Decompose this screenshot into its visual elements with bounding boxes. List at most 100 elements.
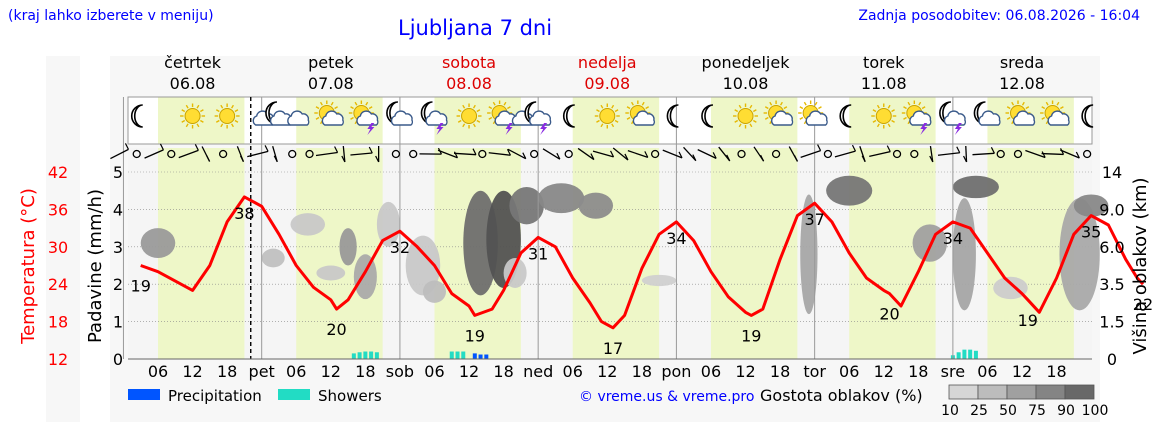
sun-ray	[196, 104, 200, 109]
moon-cloud-icon	[386, 101, 414, 126]
temperature-extreme-label: 34	[943, 229, 963, 248]
cloud-shape	[770, 110, 794, 126]
sun-ray	[1006, 106, 1011, 110]
wind-barb-feather	[264, 145, 269, 152]
precip-bar	[968, 349, 973, 359]
moon-icon	[131, 104, 143, 128]
sun-ray	[368, 106, 373, 110]
sun-icon	[180, 103, 206, 129]
cloud-height-tick-label: 6.0	[1099, 238, 1124, 257]
day-name-label: nedelja	[578, 53, 637, 72]
wind-barb-feather	[861, 155, 866, 163]
sun-ray	[752, 109, 757, 113]
legend-label-precipitation: Precipitation	[168, 387, 262, 405]
sun-disc	[461, 108, 478, 124]
moon-crescent	[1081, 104, 1094, 128]
cloud-blob	[800, 194, 818, 315]
temperature-line	[140, 195, 1145, 330]
wind-calm-icon	[996, 149, 1005, 159]
precip-tick-label: 4	[113, 200, 123, 219]
wind-calm-icon	[167, 149, 176, 159]
cloud-shape	[356, 110, 379, 126]
sun-ray	[507, 106, 511, 110]
sun-storm-icon	[901, 100, 932, 135]
sun-ray	[185, 123, 189, 128]
day-name-label: sreda	[1000, 53, 1044, 72]
wind-barb-feather	[556, 152, 561, 160]
precip-bar	[455, 351, 460, 359]
wind-barb-feather	[375, 155, 380, 163]
precip-bar	[956, 352, 961, 359]
sun-ray	[315, 106, 320, 110]
sun-ray	[749, 123, 753, 128]
precip-bar	[973, 350, 978, 359]
temperature-tick-label: 24	[48, 275, 68, 294]
precip-bar	[351, 353, 356, 359]
sun-ray	[596, 119, 600, 123]
precip-tick-label: 2	[113, 275, 123, 294]
sun-ray	[600, 123, 604, 128]
moon-crescent	[131, 104, 143, 128]
wind-barb-feather	[678, 151, 683, 159]
sun-ray	[645, 106, 650, 110]
sun-ray	[476, 109, 481, 113]
wind-barb-icon	[697, 149, 717, 159]
precip-bar	[369, 351, 374, 359]
sun-ray	[488, 106, 493, 110]
sun-ray	[803, 101, 807, 106]
cloud-blob	[353, 254, 377, 300]
day-date-label: 08.08	[446, 74, 492, 93]
x-day-abbr-label: sob	[386, 362, 414, 381]
wind-barb-icon	[542, 148, 561, 160]
cloud-blob	[641, 274, 677, 287]
cloud-sun-icon	[798, 100, 828, 126]
wind-barb-icon	[488, 152, 511, 156]
x-hour-tick-label: 12	[874, 362, 894, 381]
wind-barb-feather	[159, 143, 164, 151]
sun-ray	[457, 119, 462, 123]
credit-text[interactable]: © vreme.us & vreme.pro	[579, 389, 755, 405]
cloud-shape	[529, 110, 552, 126]
wind-barb-feather	[506, 148, 512, 156]
wind-barb-icon	[929, 145, 934, 163]
wind-barb-icon	[507, 148, 527, 160]
wind-barb-feather	[692, 154, 697, 161]
lightning-bolt	[954, 123, 962, 135]
wind-barb-feather	[472, 148, 477, 155]
day-name-label: četrtek	[164, 53, 222, 72]
sun-ray	[907, 101, 911, 106]
cloud-shape	[1047, 110, 1070, 126]
location-hint[interactable]: (kraj lahko izberete v meniju)	[8, 8, 214, 24]
x-hour-tick-label: 18	[632, 362, 652, 381]
cloud-density-swatch	[1006, 384, 1037, 400]
cloud-blob	[339, 228, 357, 266]
temperature-extreme-label: 19	[131, 277, 151, 296]
x-hour-tick-label: 18	[493, 362, 513, 381]
temperature-tick-label: 12	[48, 350, 68, 369]
cloud-height-tick-label: 14	[1102, 163, 1122, 182]
sun-ray	[476, 119, 481, 123]
wind-calm-icon	[737, 149, 746, 159]
sun-cloud-icon	[314, 100, 344, 126]
wind-barb-feather	[963, 155, 968, 163]
sun-disc	[737, 108, 754, 124]
moon-storm-icon	[524, 101, 552, 135]
wind-calm-icon	[305, 149, 314, 159]
sun-icon	[733, 103, 759, 129]
sun-ray	[614, 109, 619, 113]
sun-ray	[814, 101, 818, 106]
wind-barb-feather	[644, 151, 649, 158]
wind-barb-icon	[577, 147, 595, 161]
wind-barb-feather	[712, 152, 717, 159]
wind-barb-icon	[869, 151, 891, 157]
x-hour-tick-label: 18	[908, 362, 928, 381]
moon-crescent	[563, 104, 575, 128]
x-hour-tick-label: 12	[1012, 362, 1032, 381]
wind-calm-icon	[650, 149, 660, 159]
sun-icon	[871, 103, 897, 129]
cloud-shape	[909, 110, 932, 126]
wind-barb-icon	[612, 147, 629, 161]
sun-ray	[181, 119, 186, 123]
wind-barb-icon	[937, 152, 960, 156]
wind-barb-feather	[206, 155, 211, 162]
